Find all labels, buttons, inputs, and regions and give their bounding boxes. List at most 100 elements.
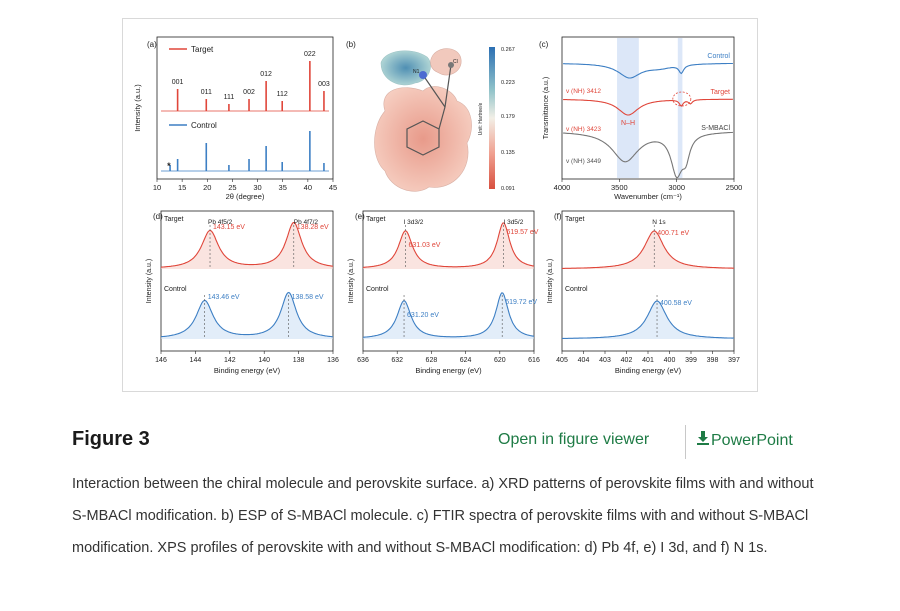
panel-e-target-line xyxy=(362,222,535,268)
panel-e-frame xyxy=(362,210,535,352)
panel-d-ylabel: Intensity (a.u.) xyxy=(146,259,153,303)
panel-b-colorbar-tick: 0.091 xyxy=(501,186,515,192)
panel-f-tick-label: 402 xyxy=(621,357,633,364)
panel-a-peak-label: 011 xyxy=(201,89,212,96)
panel-f-control-line xyxy=(562,300,734,339)
panel-d-xlabel: Binding energy (eV) xyxy=(214,366,281,375)
panel-c-label-mbacl: S-MBACl xyxy=(701,125,730,132)
panel-f-tick-label: 405 xyxy=(556,357,568,364)
panel-f-tick-label: 401 xyxy=(642,357,654,364)
panel-a-tick-label: 45 xyxy=(329,183,337,192)
link-divider xyxy=(685,425,686,459)
panel-a-xlabel: 2θ (degree) xyxy=(226,192,265,201)
panel-e-ylabel: Intensity (a.u.) xyxy=(348,259,355,303)
panel-d-legend-target: Target xyxy=(164,216,184,223)
panel-b-nitrogen-atom xyxy=(419,71,427,79)
figure-title: Figure 3 xyxy=(72,428,150,450)
panel-e-control-value: 619.72 eV xyxy=(505,299,537,306)
powerpoint-download-link[interactable]: PowerPoint xyxy=(697,431,793,450)
panel-f-tick-label: 397 xyxy=(728,357,740,364)
panel-a-peak-label: 001 xyxy=(172,79,184,86)
panel-b-letter: (b) xyxy=(346,40,356,49)
panel-a-peak-label: 012 xyxy=(260,71,272,78)
panel-e-tick-label: 616 xyxy=(528,357,540,364)
panel-d-letter: (d) xyxy=(153,212,163,221)
panel-e-peak-label: I 3d3/2 xyxy=(403,219,423,226)
panel-a-frame xyxy=(156,36,334,180)
panel-c-tick-label: 4000 xyxy=(554,183,571,192)
panel-b-esp-surface xyxy=(374,86,472,192)
panel-c-band-nh xyxy=(617,38,639,178)
panel-a-letter: (a) xyxy=(147,40,157,49)
panel-b-bond xyxy=(444,64,452,108)
panel-b-colorbar-tick: 0.179 xyxy=(501,114,515,120)
panel-c-tick-label: 3000 xyxy=(668,183,685,192)
panel-d-control-line xyxy=(160,291,334,338)
powerpoint-label: PowerPoint xyxy=(711,432,793,449)
panel-c-tick-label: 2500 xyxy=(726,183,743,192)
open-figure-viewer-link[interactable]: Open in figure viewer xyxy=(498,431,650,448)
figure-caption: Interaction between the chiral molecule … xyxy=(72,476,814,556)
panel-f-tick-label: 403 xyxy=(599,357,611,364)
panel-e-peak-label: I 3d5/2 xyxy=(503,219,523,226)
figure-svg: (a) Intensity (a.u.) 10 15 20 25 30 35 40 45 2θ (d… xyxy=(133,36,743,375)
panel-a-tick-label: 25 xyxy=(228,183,236,192)
panel-a-legend-control: Control xyxy=(191,121,217,130)
panel-c-tick-label: 3500 xyxy=(611,183,628,192)
panel-c-label-control: Control xyxy=(707,53,730,60)
panel-d-frame xyxy=(160,210,334,352)
panel-a-peak-label: 111 xyxy=(224,94,235,101)
panel-e-tick-label: 636 xyxy=(357,357,369,364)
panel-d-peak-label: Pb 4f7/2 xyxy=(294,219,319,226)
panel-b-colorbar-tick: 0.223 xyxy=(501,80,515,86)
panel-f-target-value: 400.71 eV xyxy=(657,230,689,237)
panel-d-control-value: 138.58 eV xyxy=(292,294,324,301)
panel-b-atom-label: Cl xyxy=(453,59,458,65)
panel-c-annotation: v (NH) 3412 xyxy=(566,88,601,95)
panel-f-tick-label: 398 xyxy=(707,357,719,364)
panel-b-esp-ammonium xyxy=(380,50,431,86)
panel-f-tick-label: 399 xyxy=(685,357,697,364)
panel-c-band-ch xyxy=(677,38,683,178)
panel-c-control-line xyxy=(563,62,733,79)
panel-e-tick-label: 624 xyxy=(460,357,472,364)
panel-f-xlabel: Binding energy (eV) xyxy=(615,366,682,375)
panel-c-letter: (c) xyxy=(539,40,549,49)
figure-image[interactable]: (a) Intensity (a.u.) 10 15 20 25 30 35 40 45 2θ (d… xyxy=(122,18,758,392)
panel-b-bond xyxy=(422,74,446,108)
panel-c-frame xyxy=(561,36,735,180)
panel-a-tick-label: 10 xyxy=(153,183,161,192)
panel-d-target-value: 143.15 eV xyxy=(213,224,245,231)
panel-d-target-value: 138.28 eV xyxy=(297,224,329,231)
panel-c-target-line xyxy=(563,98,733,116)
panel-d-peak-label: Pb 4f5/2 xyxy=(208,219,233,226)
panel-f-tick-label: 400 xyxy=(664,357,676,364)
panel-c-label-target: Target xyxy=(711,89,731,96)
panel-b-colorbar-tick: 0.135 xyxy=(501,150,515,156)
panel-a-tick-label: 20 xyxy=(203,183,211,192)
panel-f-target-fill xyxy=(562,231,734,269)
panel-e-target-value: 631.03 eV xyxy=(408,242,440,249)
panel-f-control-fill xyxy=(562,301,734,339)
panel-e-tick-label: 632 xyxy=(391,357,403,364)
panel-d-tick-label: 146 xyxy=(155,357,167,364)
panel-c-ylabel: Transmittance (a.u.) xyxy=(543,77,550,139)
panel-c-annotation: v (NH) 3423 xyxy=(566,126,601,133)
panel-a-peak-label: 022 xyxy=(304,51,316,58)
panel-b-bond xyxy=(438,106,446,130)
panel-a-tick-label: 15 xyxy=(178,183,186,192)
panel-e-xlabel: Binding energy (eV) xyxy=(415,366,482,375)
panel-f-peak-label: N 1s xyxy=(652,219,666,226)
panel-d-legend-control: Control xyxy=(164,286,187,293)
panel-b-carbon-atom xyxy=(448,62,454,68)
panel-e-legend-target: Target xyxy=(366,216,386,223)
panel-a-ylabel: Intensity (a.u.) xyxy=(133,84,142,132)
panel-a-tick-label: 35 xyxy=(279,183,287,192)
panel-a-peak-label: 003 xyxy=(318,81,330,88)
download-icon xyxy=(697,431,709,450)
panel-f-ylabel: Intensity (a.u.) xyxy=(547,259,554,303)
panel-b-colorbar xyxy=(489,47,495,189)
panel-d-control-fill xyxy=(161,292,333,339)
panel-b-benzene-ring xyxy=(406,120,440,156)
panel-e-control-value: 631.20 eV xyxy=(407,312,439,319)
